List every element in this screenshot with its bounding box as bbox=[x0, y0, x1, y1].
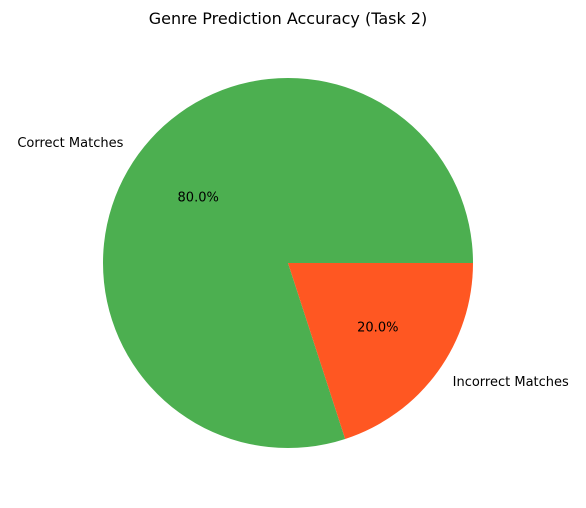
slice-percent-1: 20.0% bbox=[357, 321, 398, 336]
pie-slice-1 bbox=[288, 263, 473, 439]
pie-slice-0 bbox=[103, 78, 473, 449]
pie-slices bbox=[103, 78, 473, 449]
chart-title: Genre Prediction Accuracy (Task 2) bbox=[149, 9, 428, 28]
slice-label-0: Correct Matches bbox=[17, 136, 123, 151]
slice-label-1: Incorrect Matches bbox=[453, 375, 569, 390]
pie-labels: Correct Matches 80.0% Incorrect Matches 20.… bbox=[17, 136, 569, 390]
slice-percent-0: 80.0% bbox=[178, 190, 219, 205]
